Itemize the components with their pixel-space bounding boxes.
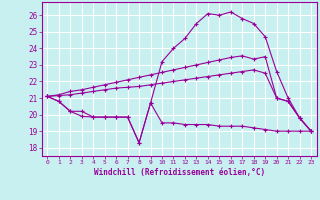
X-axis label: Windchill (Refroidissement éolien,°C): Windchill (Refroidissement éolien,°C) <box>94 168 265 177</box>
